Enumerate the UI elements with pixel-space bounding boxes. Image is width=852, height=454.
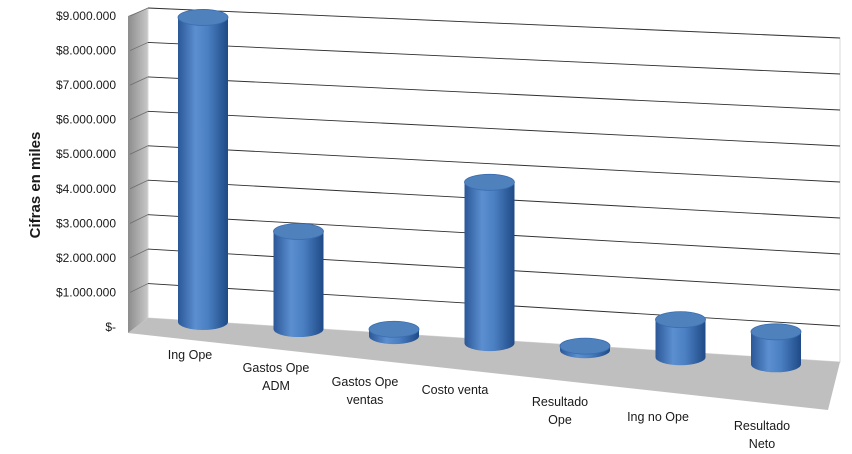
y-tick-label: $- [105, 320, 116, 334]
bar-resultado-ope [559, 337, 611, 359]
side-gridline [129, 248, 149, 259]
y-tick-label: $9.000.000 [56, 9, 116, 23]
y-tick-label: $5.000.000 [56, 147, 116, 161]
bar-ing-no-ope [655, 311, 706, 366]
bar-top [368, 320, 420, 338]
side-gridline [129, 283, 149, 293]
side-gridline [129, 145, 149, 155]
bar-body [273, 231, 324, 338]
bar-top [273, 223, 324, 240]
floor [128, 318, 840, 410]
y-tick-label: $4.000.000 [56, 182, 116, 196]
bar-body [464, 182, 515, 352]
x-category-label: Gastos Ope ADM [243, 361, 310, 393]
x-category-label: Costo venta [422, 383, 489, 397]
bar-body [655, 319, 706, 366]
side-gridline [129, 42, 149, 51]
y-tick-label: $2.000.000 [56, 251, 116, 265]
bar-gastos-ope-adm [273, 223, 324, 338]
y-tick-label: $3.000.000 [56, 216, 116, 230]
x-category-label: Resultado Neto [734, 419, 790, 451]
y-tick-label: $8.000.000 [56, 44, 116, 58]
bars [177, 9, 802, 373]
bar-ing-ope [177, 9, 229, 331]
y-tick-label: $6.000.000 [56, 113, 116, 127]
bar-costo-venta [464, 173, 515, 352]
side-gridline [129, 110, 149, 121]
x-category-label: Ing Ope [168, 348, 213, 362]
side-gridline [129, 7, 149, 17]
bar-top [464, 173, 515, 191]
x-category-labels: Ing Ope Gastos Ope ADM Gastos Ope ventas Cost… [168, 348, 790, 451]
bar-top [750, 323, 802, 341]
bar-body [751, 331, 801, 373]
y-tick-label: $1.000.000 [56, 285, 116, 299]
x-category-label: Resultado Ope [532, 395, 588, 427]
bar-resultado-neto [750, 323, 802, 373]
side-gridline [129, 214, 149, 224]
y-tick-label: $7.000.000 [56, 78, 116, 92]
gridline [147, 145, 841, 183]
x-category-label: Gastos Ope ventas [332, 375, 399, 407]
x-category-label: Ing no Ope [627, 410, 689, 424]
side-gridline [129, 179, 149, 190]
bar-top [177, 9, 229, 26]
bar-body [178, 17, 228, 331]
y-axis-title: Cifras en miles [27, 132, 44, 239]
bar-top [655, 311, 706, 329]
gridline [147, 76, 841, 111]
side-gridline [129, 76, 149, 86]
bar-top [559, 337, 611, 355]
y-tick-labels: $- $1.000.000 $2.000.000 $3.000.000 $4.000.0… [56, 9, 116, 334]
gridline [147, 7, 841, 39]
bar-gastos-ope-ventas [368, 320, 420, 345]
gridline [147, 41, 841, 75]
side-wall [128, 8, 148, 333]
gridline [147, 110, 841, 147]
